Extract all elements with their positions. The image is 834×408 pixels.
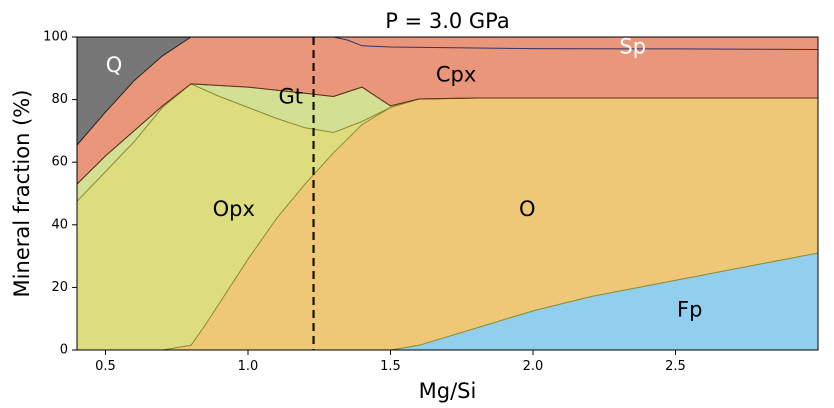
x-tick-label: 2.5 bbox=[665, 359, 686, 374]
boundary-cpx-lower bbox=[76, 83, 818, 185]
region-labels: Fp O Opx Gt Cpx Sp Q bbox=[106, 34, 703, 321]
x-axis-title: Mg/Si bbox=[419, 379, 477, 403]
y-tick-label: 100 bbox=[43, 30, 68, 45]
phase-areas bbox=[77, 37, 818, 351]
boundary-q bbox=[76, 36, 192, 146]
label-sp: Sp bbox=[619, 34, 646, 58]
boundary-fp bbox=[77, 252, 819, 351]
area-fp bbox=[77, 253, 818, 350]
area-q bbox=[77, 37, 191, 145]
x-tick-label: 1.5 bbox=[380, 359, 401, 374]
y-axis-ticks: 0 20 40 60 80 100 bbox=[43, 30, 77, 358]
phase-boundaries bbox=[76, 36, 819, 351]
label-opx: Opx bbox=[213, 197, 255, 221]
boundary-sp bbox=[333, 36, 819, 50]
label-cpx: Cpx bbox=[436, 63, 476, 87]
y-tick-label: 20 bbox=[51, 280, 68, 295]
label-o: O bbox=[519, 197, 536, 221]
x-axis-ticks: 0.5 1.0 1.5 2.0 2.5 bbox=[95, 350, 686, 374]
y-tick-label: 0 bbox=[60, 343, 68, 358]
x-tick-label: 0.5 bbox=[95, 359, 116, 374]
label-gt: Gt bbox=[278, 84, 303, 108]
y-axis-title: Mineral fraction (%) bbox=[10, 90, 34, 298]
label-q: Q bbox=[106, 53, 123, 77]
label-fp: Fp bbox=[677, 297, 702, 321]
area-o bbox=[77, 98, 818, 350]
y-tick-label: 60 bbox=[51, 155, 68, 170]
chart-title: P = 3.0 GPa bbox=[385, 9, 510, 33]
y-tick-label: 40 bbox=[51, 217, 68, 232]
plot-frame bbox=[76, 36, 819, 351]
x-tick-label: 1.0 bbox=[238, 359, 259, 374]
y-tick-label: 80 bbox=[51, 92, 68, 107]
x-tick-label: 2.0 bbox=[523, 359, 544, 374]
